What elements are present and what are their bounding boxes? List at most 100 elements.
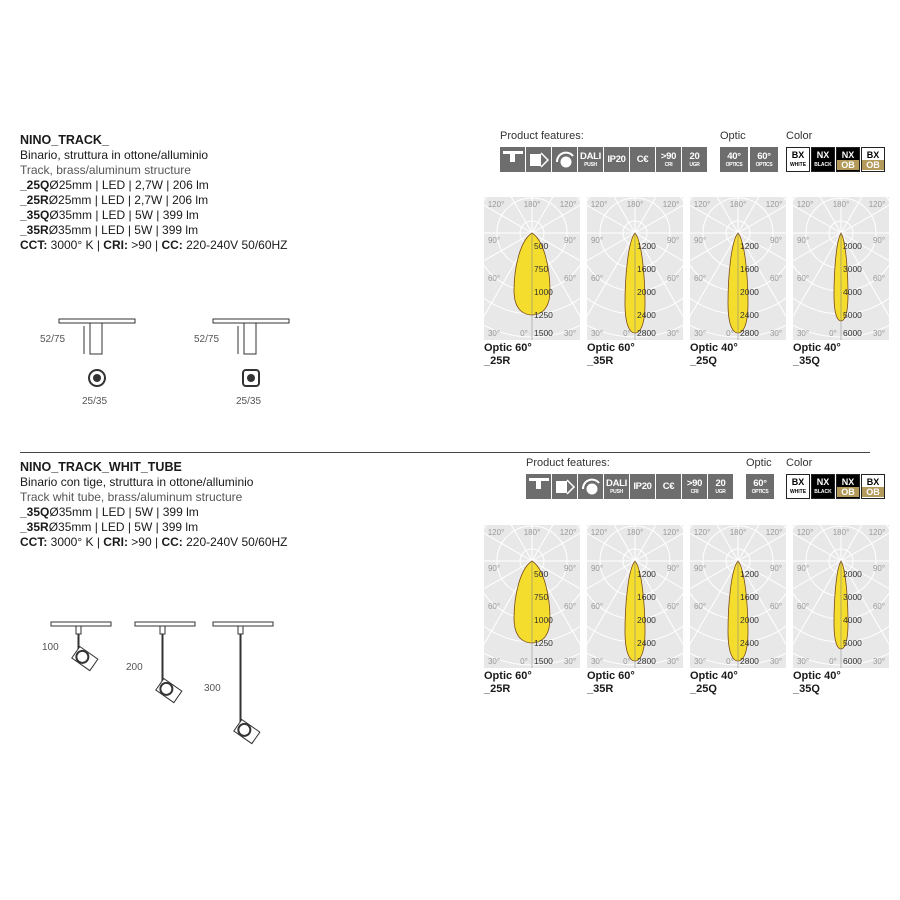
diagram-caption: Optic 40° _35Q <box>793 342 841 368</box>
color-swatch-nx-black: NX BLACK <box>811 474 835 499</box>
track-spot-drawing <box>212 316 292 361</box>
specs-row: CCT: 3000° K | CRI: >90 | CC: 220-240V 5… <box>20 535 288 550</box>
angle-label: 0° <box>726 329 734 338</box>
intensity-value: 5000 <box>843 638 862 648</box>
polar-grid: 120° 180° 120° 90° 90° 60° 60° 30° 0° 30° 2000 3000… <box>641 33 900 433</box>
intensity-value: 1500 <box>534 656 553 666</box>
angle-label: 60° <box>667 602 679 611</box>
color-code: NX <box>816 149 830 160</box>
angle-label: 30° <box>667 657 679 666</box>
angle-label: 30° <box>591 657 603 666</box>
angle-label: 120° <box>694 200 711 209</box>
angle-label: 30° <box>770 657 782 666</box>
angle-label: 30° <box>797 657 809 666</box>
color-finish: BLACK <box>812 486 834 497</box>
description-en: Track whit tube, brass/aluminum structur… <box>20 490 243 504</box>
variant-code: _25Q <box>20 178 50 192</box>
product-info: NINO_TRACK_WHIT_TUBE Binario con tige, st… <box>20 460 288 550</box>
specs-row: CCT: 3000° K | CRI: >90 | CC: 220-240V 5… <box>20 238 288 253</box>
angle-label: 90° <box>873 564 885 573</box>
color-code: NX <box>816 476 830 487</box>
optic-caption: Optic 60° <box>587 342 635 354</box>
angle-label: 90° <box>591 236 603 245</box>
angle-label: 120° <box>694 528 711 537</box>
tube-length-dimension: 300 <box>204 683 221 694</box>
angle-label: 90° <box>564 236 576 245</box>
color-finish: OB <box>862 159 884 170</box>
intensity-value: 1250 <box>534 638 553 648</box>
intensity-value: 2400 <box>740 310 759 320</box>
angle-label: 60° <box>873 602 885 611</box>
polar-diagram: 120° 180° 120° 90° 90° 60° 60° 30° 0° 30° 2000 3000… <box>641 361 900 761</box>
angle-label: 90° <box>564 564 576 573</box>
color-code: BX <box>866 149 880 160</box>
angle-label: 90° <box>667 236 679 245</box>
badge-top: >90 <box>660 150 677 162</box>
grid-ray <box>840 526 900 562</box>
variant-caption: _35Q <box>793 355 820 367</box>
color-code: NX <box>841 149 855 160</box>
variant-spec: Ø35mm | LED | 5W | 399 lm <box>48 520 199 534</box>
polar-diagram: 120° 180° 120° 90° 90° 60° 60° 30° 0° 30° 2000 3000… <box>641 33 900 433</box>
angle-label: 90° <box>488 564 500 573</box>
front-view-icon <box>86 368 108 393</box>
intensity-value: 2800 <box>637 328 656 338</box>
feature-dali-badge: DALI PUSH <box>578 147 603 172</box>
optic-label: Optic <box>746 457 772 469</box>
intensity-value: 5000 <box>843 310 862 320</box>
optic-badge: 60° OPTICS <box>750 147 778 172</box>
variant-spec: Ø35mm | LED | 5W | 399 lm <box>49 208 199 222</box>
optic-caption: Optic 60° <box>587 670 635 682</box>
variant-row: _35QØ35mm | LED | 5W | 399 lm <box>20 208 288 223</box>
color-label: Color <box>786 457 813 469</box>
color-label: Color <box>786 130 813 142</box>
angle-label: 180° <box>730 528 747 537</box>
angle-label: 30° <box>873 329 885 338</box>
variant-row: _35RØ35mm | LED | 5W | 399 lm <box>20 223 288 238</box>
angle-label: 120° <box>560 200 577 209</box>
badge-top: 20 <box>689 150 700 162</box>
angle-label: 30° <box>488 657 500 666</box>
badge-bottom: UGR <box>715 488 726 495</box>
angle-label: 90° <box>667 564 679 573</box>
diagram-caption: Optic 60° _25R <box>484 670 532 696</box>
optic-caption: Optic 40° <box>690 342 738 354</box>
feature-20-badge: 20 UGR <box>708 474 733 499</box>
angle-label: 0° <box>520 657 528 666</box>
angle-label: 120° <box>591 200 608 209</box>
feature-c-badge: C€ <box>630 147 655 172</box>
height-dimension: 52/75 <box>194 334 220 345</box>
optic-angle: 60° <box>753 477 767 489</box>
angle-label: 30° <box>694 329 706 338</box>
optic-angle: 40° <box>727 150 741 162</box>
diagram-caption: Optic 60° _35R <box>587 670 635 696</box>
angle-label: 120° <box>869 200 886 209</box>
badge-bottom: PUSH <box>584 161 597 168</box>
feature-ip20-badge: IP20 <box>604 147 629 172</box>
angle-label: 120° <box>488 200 505 209</box>
angle-label: 120° <box>591 528 608 537</box>
angle-label: 90° <box>797 564 809 573</box>
intensity-value: 4000 <box>843 615 862 625</box>
angle-label: 60° <box>564 274 576 283</box>
polar-grid: 120° 180° 120° 90° 90° 60° 60° 30° 0° 30° 1200 1600… <box>538 33 900 433</box>
color-swatch-bx-ob: BX OB <box>861 474 885 499</box>
variant-spec: Ø25mm | LED | 2,7W | 206 lm <box>49 178 209 192</box>
variant-caption: _35Q <box>793 683 820 695</box>
variant-spec: Ø35mm | LED | 5W | 399 lm <box>49 505 199 519</box>
description-it: Binario con tige, struttura in ottone/al… <box>20 475 254 489</box>
optic-caption: Optic 40° <box>793 342 841 354</box>
polar-grid: 120° 180° 120° 90° 90° 60° 60° 30° 0° 30° 500 750 10… <box>332 361 732 761</box>
intensity-value: 1600 <box>637 264 656 274</box>
angle-label: 60° <box>770 602 782 611</box>
variant-caption: _35R <box>587 683 614 695</box>
angle-label: 60° <box>797 274 809 283</box>
adjustable-icon <box>526 147 551 172</box>
angle-label: 60° <box>488 602 500 611</box>
angle-label: 120° <box>488 528 505 537</box>
badge-top: C€ <box>636 153 649 165</box>
angle-label: 120° <box>663 528 680 537</box>
feature-c-badge: C€ <box>656 474 681 499</box>
angle-label: 60° <box>488 274 500 283</box>
intensity-value: 1600 <box>740 592 759 602</box>
